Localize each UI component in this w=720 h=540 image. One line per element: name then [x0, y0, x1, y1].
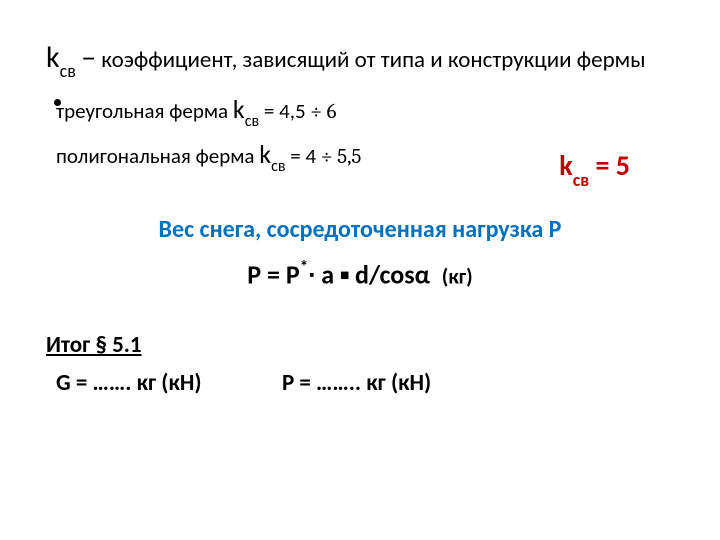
formula-p: Р = Р [247, 259, 299, 291]
k-subscript: св [60, 60, 76, 82]
range-value: ÷ 5,5 [321, 145, 362, 169]
section-title: Итог § 5.1 [46, 331, 674, 359]
formula-mid: ∙ а ▪ d/cosα [308, 259, 430, 291]
formula-sup: * [300, 256, 308, 277]
ksv-value: = 5 [596, 148, 630, 183]
k-subscript: св [245, 112, 259, 131]
results-row: G = ……. кг (кН) P = …….. кг (кН) [56, 369, 674, 397]
k-symbol: k [259, 138, 271, 170]
coefficient-text: коэффициент, зависящий от типа и констру… [101, 46, 645, 74]
k-subscript: св [573, 169, 589, 191]
k-symbol: k [233, 93, 245, 125]
k-symbol: k [46, 39, 60, 76]
k-symbol: k [559, 148, 572, 183]
bullet-icon [54, 99, 61, 106]
dash: – [81, 39, 96, 76]
triangular-label: треугольная ферма [56, 98, 228, 124]
polygonal-label: полигональная ферма [56, 143, 255, 169]
k-subscript: св [271, 157, 285, 176]
equals-value: = 4,5 [264, 98, 306, 124]
snow-formula: Р = Р*∙ а ▪ d/cosα (кг) [46, 258, 674, 291]
equals-value: = 4 [290, 143, 316, 169]
triangular-truss-row: треугольная ферма kсв = 4,5 ÷ 6 [56, 93, 674, 128]
result-g: G = ……. кг (кН) [56, 369, 202, 397]
coefficient-description: kсв – коэффициент, зависящий от типа и к… [46, 38, 674, 79]
range-value: ÷ 6 [310, 100, 336, 124]
snow-load-title: Вес снега, сосредоточенная нагрузка Р [46, 215, 674, 244]
result-p: P = …….. кг (кН) [282, 369, 431, 397]
formula-unit: (кг) [442, 264, 473, 290]
ksv-chosen-value: kсв = 5 [559, 148, 630, 187]
